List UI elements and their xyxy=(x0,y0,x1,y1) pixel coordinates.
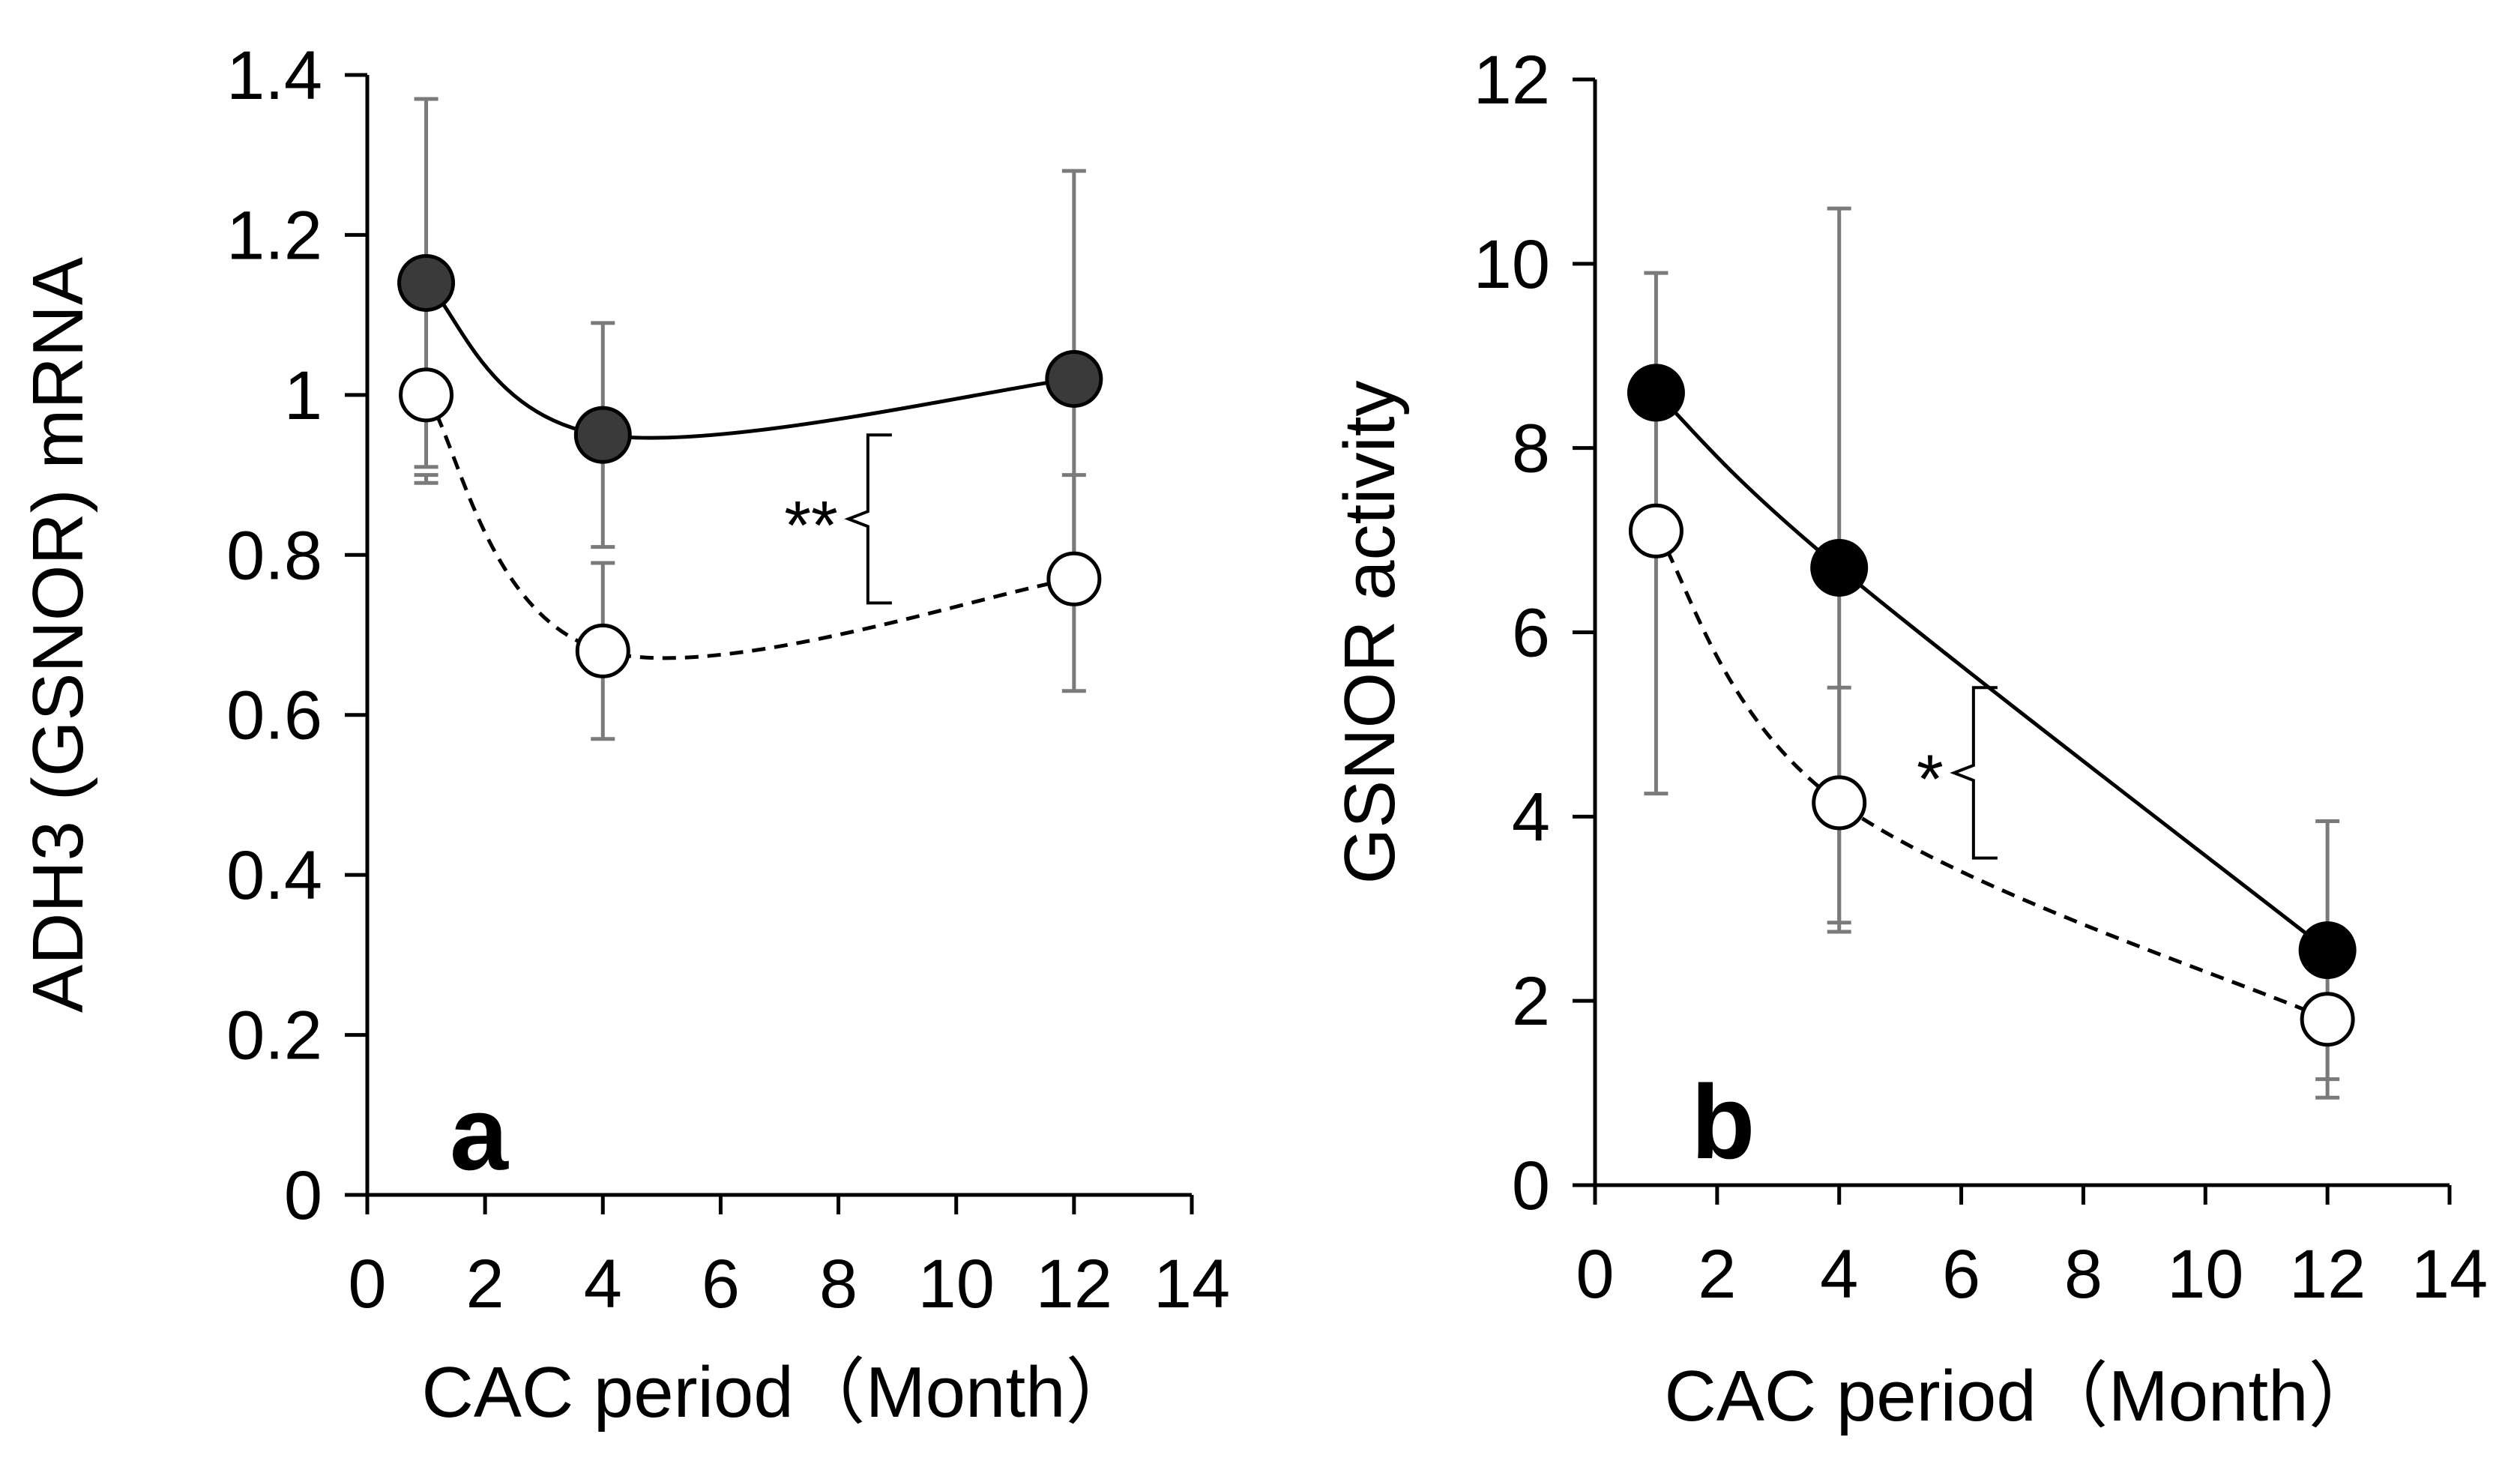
x-tick-label: 8 xyxy=(2064,1236,2102,1313)
y-tick-label: 0 xyxy=(284,1157,322,1234)
y-tick-label: 2 xyxy=(1512,963,1550,1040)
significance-bracket xyxy=(1950,686,1998,860)
x-tick-label: 10 xyxy=(918,1246,995,1322)
y-tick-label: 8 xyxy=(1512,411,1550,487)
data-point-filled xyxy=(1810,538,1869,597)
x-tick-label: 10 xyxy=(2167,1236,2243,1313)
x-tick-label: 14 xyxy=(1154,1246,1230,1322)
panel-label: b xyxy=(1691,1063,1755,1181)
y-tick-label: 10 xyxy=(1474,226,1550,303)
x-tick-label: 6 xyxy=(1942,1236,1980,1313)
data-point-filled xyxy=(1045,350,1103,409)
x-tick-label: 12 xyxy=(1036,1246,1112,1322)
data-point-filled xyxy=(573,406,632,464)
x-tick-label: 0 xyxy=(348,1246,386,1322)
y-tick-label: 1 xyxy=(284,358,322,434)
y-tick-label: 1.2 xyxy=(226,197,322,274)
series-line-open xyxy=(1654,529,2329,1022)
significance-label: ** xyxy=(784,487,838,564)
x-tick-label: 4 xyxy=(584,1246,622,1322)
y-tick-label: 0.2 xyxy=(226,998,322,1074)
data-point-open xyxy=(1812,775,1867,831)
x-tick-label: 2 xyxy=(466,1246,504,1322)
y-tick-label: 6 xyxy=(1512,595,1550,672)
panel-label: a xyxy=(450,1074,509,1192)
data-point-open xyxy=(399,367,454,423)
x-tick-label: 14 xyxy=(2411,1236,2488,1313)
significance-bracket xyxy=(844,433,892,605)
series-line-open xyxy=(424,394,1075,660)
data-point-open xyxy=(1046,551,1102,606)
x-tick-label: 0 xyxy=(1576,1236,1614,1313)
x-tick-label: 12 xyxy=(2289,1236,2366,1313)
y-tick-label: 0 xyxy=(1512,1148,1550,1224)
data-point-open xyxy=(1628,503,1683,558)
x-tick-label: 2 xyxy=(1698,1236,1736,1313)
x-axis-title: CAC period（Month） xyxy=(1664,1356,2380,1436)
y-tick-label: 12 xyxy=(1474,42,1550,118)
significance-label: * xyxy=(1917,741,1944,818)
y-tick-label: 0.6 xyxy=(226,678,322,754)
x-tick-label: 4 xyxy=(1820,1236,1858,1313)
y-axis-title: ADH3 (GSNOR) mRNA xyxy=(18,257,98,1013)
data-point-open xyxy=(2300,992,2355,1047)
data-point-open xyxy=(575,623,630,678)
y-tick-label: 0.8 xyxy=(226,517,322,594)
data-point-filled xyxy=(1627,364,1685,422)
series-line-filled xyxy=(1654,391,2329,952)
x-axis-title: CAC period（Month） xyxy=(421,1352,1137,1433)
chart-panel-a: 0 0.2 0.4 0.6 0.8 1 1.2 1.4 0 2 4 6 8 10 12 14 ADH3 (GSN… xyxy=(18,37,1230,1433)
y-tick-label: 4 xyxy=(1512,779,1550,855)
data-point-filled xyxy=(397,253,456,312)
y-tick-label: 0.4 xyxy=(226,837,322,914)
chart-panel-b: 0 2 4 6 8 10 12 0 2 4 6 8 10 12 14 GSNOR activity CAC pe… xyxy=(1330,42,2488,1436)
data-point-filled xyxy=(2298,921,2357,980)
x-tick-label: 6 xyxy=(702,1246,740,1322)
series-line-filled xyxy=(424,281,1075,440)
y-tick-label: 1.4 xyxy=(226,37,322,114)
x-tick-label: 8 xyxy=(819,1246,857,1322)
y-axis-title: GSNOR activity xyxy=(1330,380,1410,884)
